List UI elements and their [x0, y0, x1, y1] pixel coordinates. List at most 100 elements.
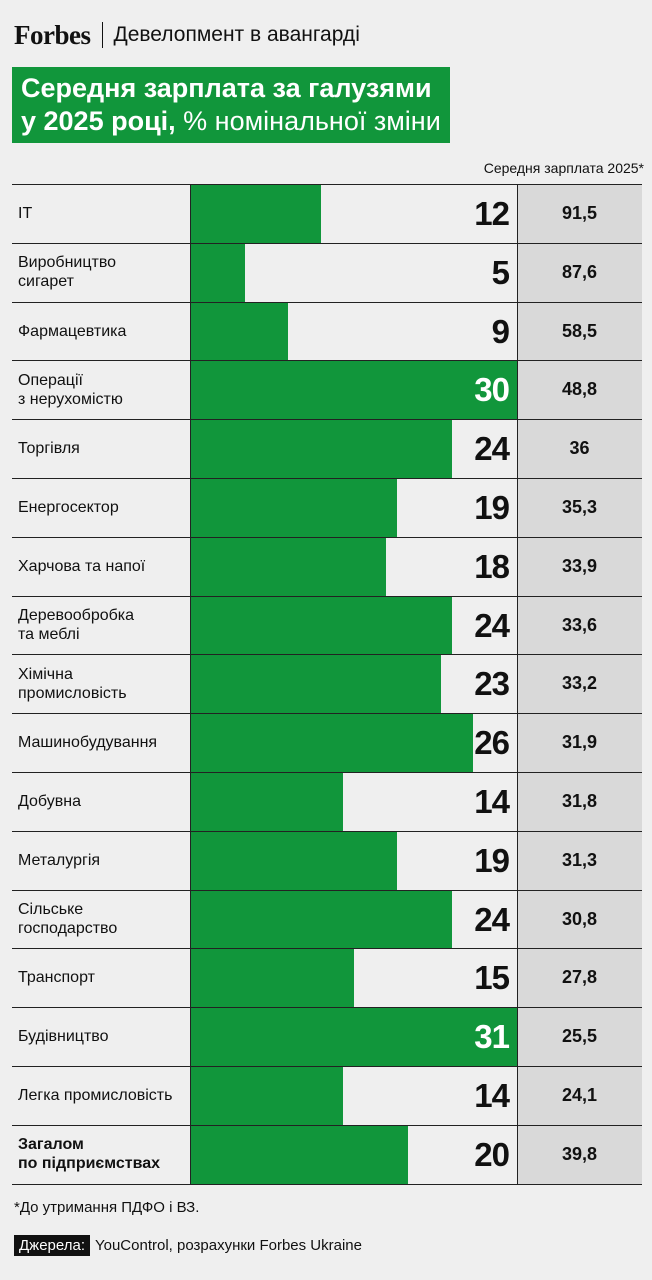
footnote: *До утримання ПДФО і ВЗ. [14, 1199, 200, 1216]
bar [190, 1124, 408, 1184]
category-label: Енергосектор [18, 498, 119, 516]
bar-value: 12 [474, 195, 510, 232]
salary-value: 87,6 [561, 261, 598, 282]
chart-grid: IT 12 91,5 Виробництво сигарет 5 87,6 Фармацевт… [12, 184, 642, 1185]
source-text: YouControl, розрахунки Forbes Ukraine [94, 1237, 362, 1254]
salary-value: 30,8 [561, 908, 598, 929]
category-label: Будівництво [18, 1028, 109, 1046]
salary-value: 33,2 [561, 673, 598, 694]
row-divider [12, 1007, 642, 1009]
bar-value: 31 [474, 1018, 510, 1056]
bar [190, 595, 452, 655]
salary-column-header: Середня зарплата 2025* [483, 160, 644, 176]
source-label: Джерела: [14, 1235, 90, 1256]
bar [190, 830, 398, 890]
salary-value: 33,6 [561, 614, 598, 635]
category-label: Сільське господарство [18, 901, 118, 937]
bar [190, 360, 517, 420]
bar-value: 24 [474, 430, 510, 468]
bar-value: 18 [474, 547, 510, 585]
row-divider [12, 654, 642, 656]
row-divider [12, 948, 642, 950]
row-divider [12, 713, 642, 715]
title-line-1: Середня зарплата за галузями [21, 73, 432, 103]
salary-value: 58,5 [561, 320, 598, 341]
bar-value: 24 [474, 606, 510, 644]
salary-value: 31,9 [561, 732, 598, 753]
salary-value: 24,1 [561, 1085, 598, 1105]
bar-value: 20 [474, 1135, 510, 1173]
salary-value: 48,8 [561, 379, 598, 400]
category-label: IT [18, 204, 33, 222]
bar [190, 889, 452, 949]
salary-value: 91,5 [561, 203, 598, 223]
category-label: Фармацевтика [18, 322, 127, 340]
bar [190, 301, 289, 361]
salary-value: 31,8 [561, 791, 598, 811]
header-divider [102, 22, 104, 48]
bar-value: 26 [474, 724, 510, 762]
source-line: Джерела: YouControl, розрахунки Forbes U… [14, 1235, 362, 1256]
bar-value: 15 [474, 959, 510, 997]
bar-value: 30 [474, 371, 510, 409]
bar [190, 1066, 343, 1125]
row-divider [12, 360, 642, 362]
category-label: Машинобудування [18, 734, 158, 752]
row-divider [12, 1066, 642, 1067]
section-name: Девелопмент в авангарді [113, 23, 360, 46]
bar-value: 14 [474, 1077, 510, 1114]
category-label: Металургія [18, 851, 101, 869]
salary-value: 27,8 [561, 967, 598, 988]
bar [190, 948, 354, 1008]
category-label: Виробництво сигарет [18, 254, 117, 291]
axis-line [190, 184, 191, 1184]
row-divider [12, 184, 642, 185]
chart-title: Середня зарплата за галузями у 2025 році… [12, 67, 450, 143]
salary-value: 31,3 [561, 849, 598, 870]
salary-value: 33,9 [561, 555, 598, 576]
bar-value: 19 [474, 489, 510, 526]
category-label: Добувна [18, 792, 81, 810]
row-divider [12, 536, 642, 538]
bar [190, 1007, 517, 1066]
bar [190, 478, 398, 537]
row-divider [12, 242, 642, 244]
row-divider [12, 772, 642, 773]
category-label: Транспорт [18, 969, 95, 987]
row-divider [12, 595, 642, 597]
bar-value: 24 [474, 900, 510, 938]
bar [190, 536, 387, 596]
bar-value: 5 [491, 253, 510, 291]
salary-value: 39,8 [561, 1143, 598, 1164]
bar [190, 654, 441, 714]
title-line-2: у 2025 році, % номінальної зміни [21, 105, 450, 138]
title-line-2-rest: % номінальної зміни [175, 106, 441, 136]
category-label: Харчова та напої [18, 557, 146, 575]
row-divider [12, 1183, 642, 1185]
bar [190, 772, 343, 831]
bar [190, 713, 474, 772]
row-divider [12, 301, 642, 303]
category-label: Хімічна промисловість [18, 665, 127, 702]
bar-value: 9 [491, 312, 510, 350]
salary-divider [517, 184, 518, 1184]
header: Forbes Девелопмент в авангарді [14, 18, 360, 52]
row-divider [12, 1124, 642, 1126]
category-label: Загалом по підприємствах [18, 1136, 161, 1173]
salary-value: 25,5 [561, 1026, 598, 1047]
salary-column-bg [517, 184, 642, 1184]
category-label: Торгівля [18, 440, 80, 458]
bar [190, 242, 245, 302]
forbes-logo: Forbes [14, 19, 91, 50]
category-label: Легка промисловість [18, 1086, 173, 1104]
title-line-2-bold: у 2025 році, [21, 106, 176, 136]
row-divider [12, 419, 642, 421]
bar-value: 23 [474, 665, 510, 703]
bar [190, 184, 321, 243]
category-label: Операції з нерухомістю [18, 371, 123, 408]
bar-value: 19 [474, 841, 510, 879]
bar [190, 419, 452, 478]
salary-value: 35,3 [561, 497, 598, 517]
bar-value: 14 [474, 783, 510, 820]
salary-value: 36 [569, 438, 590, 459]
